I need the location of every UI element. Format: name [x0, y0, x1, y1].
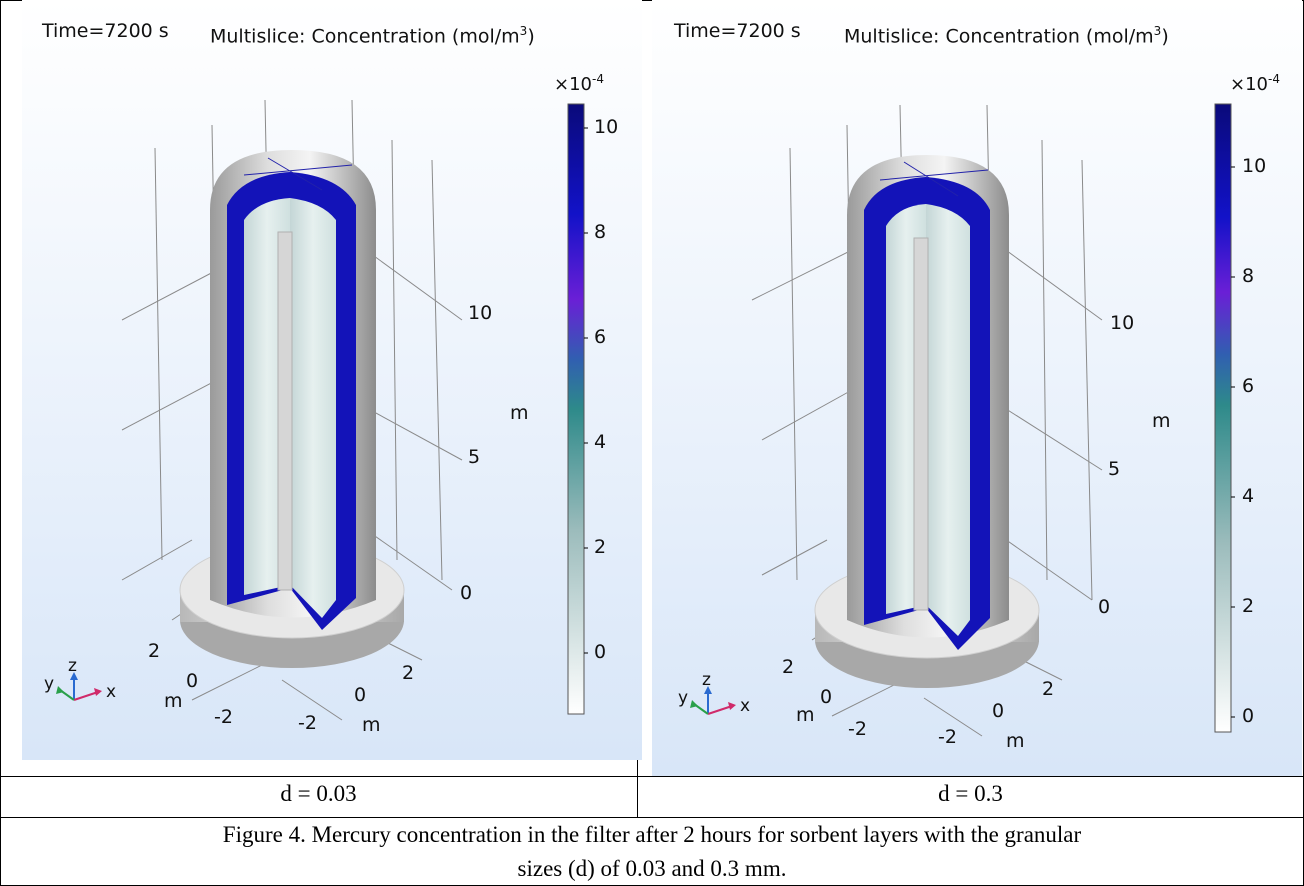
left-y-tick-0: 0 — [186, 670, 199, 692]
column-divider — [637, 760, 638, 817]
row-divider-label-top — [0, 776, 1304, 777]
left-z-tick-0: 0 — [460, 582, 473, 604]
right-z-tick-0: 0 — [1098, 596, 1111, 618]
left-cbar-tick-10: 10 — [594, 116, 619, 138]
left-title-suffix: ) — [527, 25, 535, 48]
right-z-tick-5: 5 — [1108, 458, 1121, 480]
axis-triad — [690, 686, 736, 715]
left-plot-panel: Time=7200 s Multislice: Concentration (m… — [22, 0, 642, 760]
left-colorbar-exponent: ×10-4 — [554, 72, 604, 95]
left-z-tick-10: 10 — [468, 302, 493, 324]
caption-line-2: sizes (d) of 0.03 and 0.3 mm. — [517, 856, 787, 881]
grid-box — [751, 104, 1103, 737]
right-triad-z: z — [702, 670, 711, 690]
right-x-tick-neg2: -2 — [938, 726, 957, 748]
center-rod — [913, 237, 929, 611]
right-exponent-base: ×10 — [1230, 74, 1268, 95]
left-x-unit: m — [362, 714, 381, 736]
right-colorbar-exponent: ×10-4 — [1230, 72, 1280, 95]
left-title-text: Multislice: Concentration (mol/m — [210, 25, 520, 48]
center-rod — [277, 231, 293, 591]
colorbar — [1214, 103, 1232, 733]
right-cbar-tick-6: 6 — [1242, 375, 1255, 397]
right-cbar-tick-0: 0 — [1242, 705, 1255, 727]
axis-triad — [56, 672, 102, 701]
colorbar-tick-marks — [584, 127, 588, 654]
left-x-tick-0: 0 — [354, 684, 367, 706]
right-title-suffix: ) — [1161, 25, 1169, 48]
right-cbar-tick-4: 4 — [1242, 485, 1255, 507]
right-title-text: Multislice: Concentration (mol/m — [844, 25, 1154, 48]
left-triad-x: x — [106, 682, 117, 702]
table-border-left — [0, 0, 1, 886]
top-cross-line — [267, 157, 323, 191]
right-triad-y: y — [678, 688, 689, 708]
right-cell-label: d = 0.3 — [938, 781, 1003, 806]
right-z-unit: m — [1152, 410, 1171, 432]
right-plot-title: Multislice: Concentration (mol/m3) — [844, 24, 1169, 47]
right-plot-panel: Time=7200 s Multislice: Concentration (m… — [652, 0, 1302, 776]
slice-right-inner — [290, 198, 336, 618]
top-cross-line — [903, 161, 959, 197]
row-divider-caption-top — [0, 817, 1304, 818]
right-y-tick-neg2: -2 — [848, 718, 867, 740]
left-z-unit: m — [510, 402, 529, 424]
left-triad-y: y — [44, 674, 55, 694]
right-plot-svg — [652, 0, 1302, 776]
left-triad-z: z — [68, 656, 77, 676]
figure-caption: Figure 4. Mercury concentration in the f… — [0, 818, 1304, 886]
left-x-tick-neg2: -2 — [298, 712, 317, 734]
right-exponent-power: -4 — [1268, 72, 1280, 86]
colorbar — [567, 103, 585, 715]
right-x-tick-0: 0 — [992, 700, 1005, 722]
left-plot-title: Multislice: Concentration (mol/m3) — [210, 24, 535, 47]
right-cbar-tick-10: 10 — [1242, 155, 1267, 177]
right-cbar-tick-8: 8 — [1242, 265, 1255, 287]
left-y-tick-2: 2 — [148, 640, 161, 662]
right-z-tick-10: 10 — [1110, 312, 1135, 334]
right-title-sup: 3 — [1153, 24, 1162, 38]
right-x-unit: m — [1006, 730, 1025, 752]
right-cbar-tick-2: 2 — [1242, 595, 1255, 617]
right-y-tick-2: 2 — [782, 656, 795, 678]
right-y-unit: m — [796, 704, 815, 726]
slice-right-inner — [926, 204, 970, 636]
colorbar-tick-marks — [1231, 166, 1235, 718]
left-exponent-base: ×10 — [554, 74, 592, 95]
left-cbar-tick-2: 2 — [594, 536, 607, 558]
right-triad-x: x — [740, 696, 751, 716]
left-cell-label: d = 0.03 — [280, 781, 357, 806]
left-cbar-tick-6: 6 — [594, 326, 607, 348]
caption-line-1: Figure 4. Mercury concentration in the f… — [222, 822, 1082, 847]
top-cross-line — [879, 169, 989, 181]
left-cbar-tick-8: 8 — [594, 221, 607, 243]
right-y-tick-0: 0 — [820, 686, 833, 708]
left-cbar-tick-0: 0 — [594, 641, 607, 663]
left-time-label: Time=7200 s — [42, 20, 169, 42]
left-plot-svg — [22, 0, 642, 760]
left-y-tick-neg2: -2 — [214, 706, 233, 728]
left-title-sup: 3 — [519, 24, 528, 38]
left-cbar-tick-4: 4 — [594, 431, 607, 453]
left-x-tick-2: 2 — [402, 662, 415, 684]
right-time-label: Time=7200 s — [674, 20, 801, 42]
left-z-tick-5: 5 — [468, 446, 481, 468]
top-cross-line — [243, 164, 353, 176]
left-y-unit: m — [164, 690, 183, 712]
right-x-tick-2: 2 — [1042, 678, 1055, 700]
left-exponent-power: -4 — [592, 72, 604, 86]
